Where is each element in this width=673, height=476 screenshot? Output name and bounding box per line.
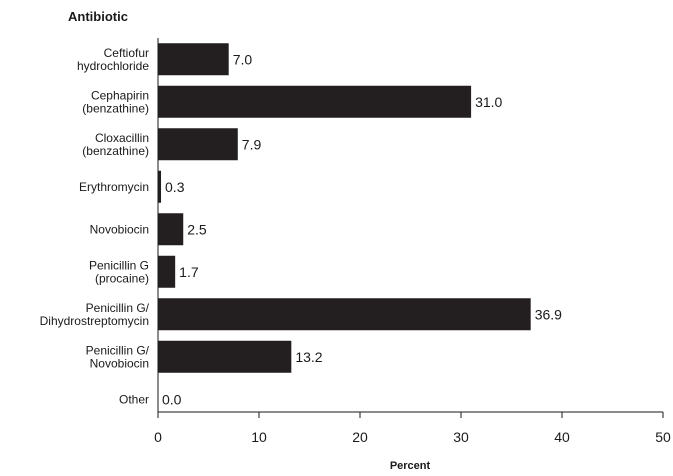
- category-label: Ceftiofur hydrochloride: [77, 46, 149, 73]
- x-tick-label: 0: [154, 429, 162, 445]
- category-label-line: Novobiocin: [90, 356, 149, 370]
- bar: [158, 213, 184, 246]
- x-tick-label: 10: [251, 429, 267, 445]
- category-label: Erythromycin: [79, 180, 149, 194]
- category-label: Penicillin G (procaine): [89, 258, 149, 285]
- category-label-line: (benzathine): [82, 101, 149, 115]
- x-tick-label: 30: [453, 429, 469, 445]
- category-label-line: Cephapirin: [91, 88, 149, 102]
- x-tick-label: 20: [352, 429, 368, 445]
- x-axis-title: Percent: [390, 460, 431, 472]
- value-label: 1.7: [179, 264, 199, 280]
- value-label: 13.2: [295, 349, 322, 365]
- category-label-line: Erythromycin: [79, 180, 149, 194]
- value-label: 2.5: [187, 221, 207, 237]
- x-tick-label: 40: [554, 429, 570, 445]
- bar: [158, 255, 176, 288]
- x-tick-label: 50: [655, 429, 671, 445]
- value-label: 7.9: [242, 136, 262, 152]
- category-label-line: Cloxacillin: [95, 131, 149, 145]
- value-labels: 7.0 31.0 7.9 0.3 2.5 1.7 36.9 13.2 0.0: [162, 51, 562, 407]
- bar: [158, 85, 472, 118]
- category-label-line: (procaine): [95, 271, 149, 285]
- category-label: Penicillin G/Novobiocin: [86, 343, 150, 370]
- value-label: 0.3: [165, 179, 185, 195]
- category-label: Cloxacillin (benzathine): [82, 131, 149, 158]
- category-label: Cephapirin (benzathine): [82, 88, 149, 115]
- category-label-line: (benzathine): [82, 144, 149, 158]
- category-label: Penicillin G/Dihydrostreptomycin: [40, 301, 150, 328]
- category-label-line: Penicillin G/: [86, 343, 150, 357]
- bars-group: [158, 43, 531, 373]
- category-label-line: Penicillin G: [89, 258, 149, 272]
- category-label-line: Novobiocin: [90, 222, 149, 236]
- category-label: Other: [119, 392, 149, 406]
- bar: [158, 298, 531, 331]
- bar: [158, 43, 229, 76]
- category-label-line: Dihydrostreptomycin: [40, 314, 149, 328]
- category-label-line: Penicillin G/: [86, 301, 150, 315]
- bar: [158, 170, 162, 203]
- value-label: 7.0: [233, 51, 253, 67]
- category-label-line: hydrochloride: [77, 59, 149, 73]
- value-label: 31.0: [475, 94, 502, 110]
- category-label: Novobiocin: [90, 222, 149, 236]
- value-label: 0.0: [162, 391, 182, 407]
- x-axis-ticks: 0 10 20 30 40 50: [154, 412, 671, 445]
- y-axis-title: Antibiotic: [68, 9, 128, 24]
- category-label-line: Other: [119, 392, 149, 406]
- value-label: 36.9: [535, 306, 562, 322]
- bar: [158, 128, 238, 161]
- category-label-line: Ceftiofur: [104, 46, 149, 60]
- bar: [158, 340, 292, 373]
